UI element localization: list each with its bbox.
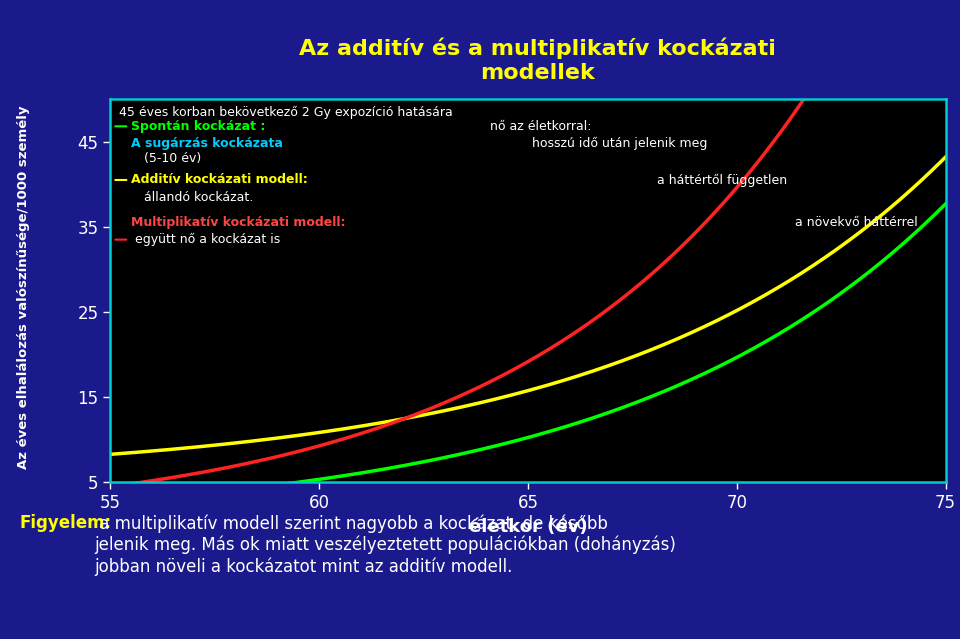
Text: együtt nő a kockázat is: együtt nő a kockázat is (132, 233, 280, 246)
Text: Spontán kockázat :: Spontán kockázat : (132, 119, 266, 133)
Text: modellek: modellek (480, 63, 595, 83)
X-axis label: életkor (év): életkor (év) (468, 518, 588, 536)
Text: Az additív és a multiplikatív kockázati: Az additív és a multiplikatív kockázati (300, 37, 776, 59)
Text: nő az életkorral:: nő az életkorral: (487, 119, 591, 133)
Text: Figyelem:: Figyelem: (19, 514, 111, 532)
Text: hosszú idő után jelenik meg: hosszú idő után jelenik meg (528, 137, 708, 150)
Text: állandó kockázat.: állandó kockázat. (139, 190, 252, 204)
Text: a növekvő háttérrel: a növekvő háttérrel (791, 216, 918, 229)
Text: a háttértől független: a háttértől független (654, 173, 787, 187)
Text: a multiplikatív modell szerint nagyobb a kockázat, de később
jelenik meg. Más ok: a multiplikatív modell szerint nagyobb a… (94, 514, 676, 576)
Text: 45 éves korban bekövetkező 2 Gy expozíció hatására: 45 éves korban bekövetkező 2 Gy expozíci… (119, 106, 452, 119)
Text: Additív kockázati modell:: Additív kockázati modell: (132, 173, 308, 187)
Text: Multiplikatív kockázati modell:: Multiplikatív kockázati modell: (132, 216, 346, 229)
Text: A sugárzás kockázata: A sugárzás kockázata (132, 137, 283, 150)
Text: (5-10 év): (5-10 év) (139, 152, 201, 166)
Text: Az éves elhalálozás valószínűsége/1000 személy: Az éves elhalálozás valószínűsége/1000 s… (17, 106, 31, 469)
